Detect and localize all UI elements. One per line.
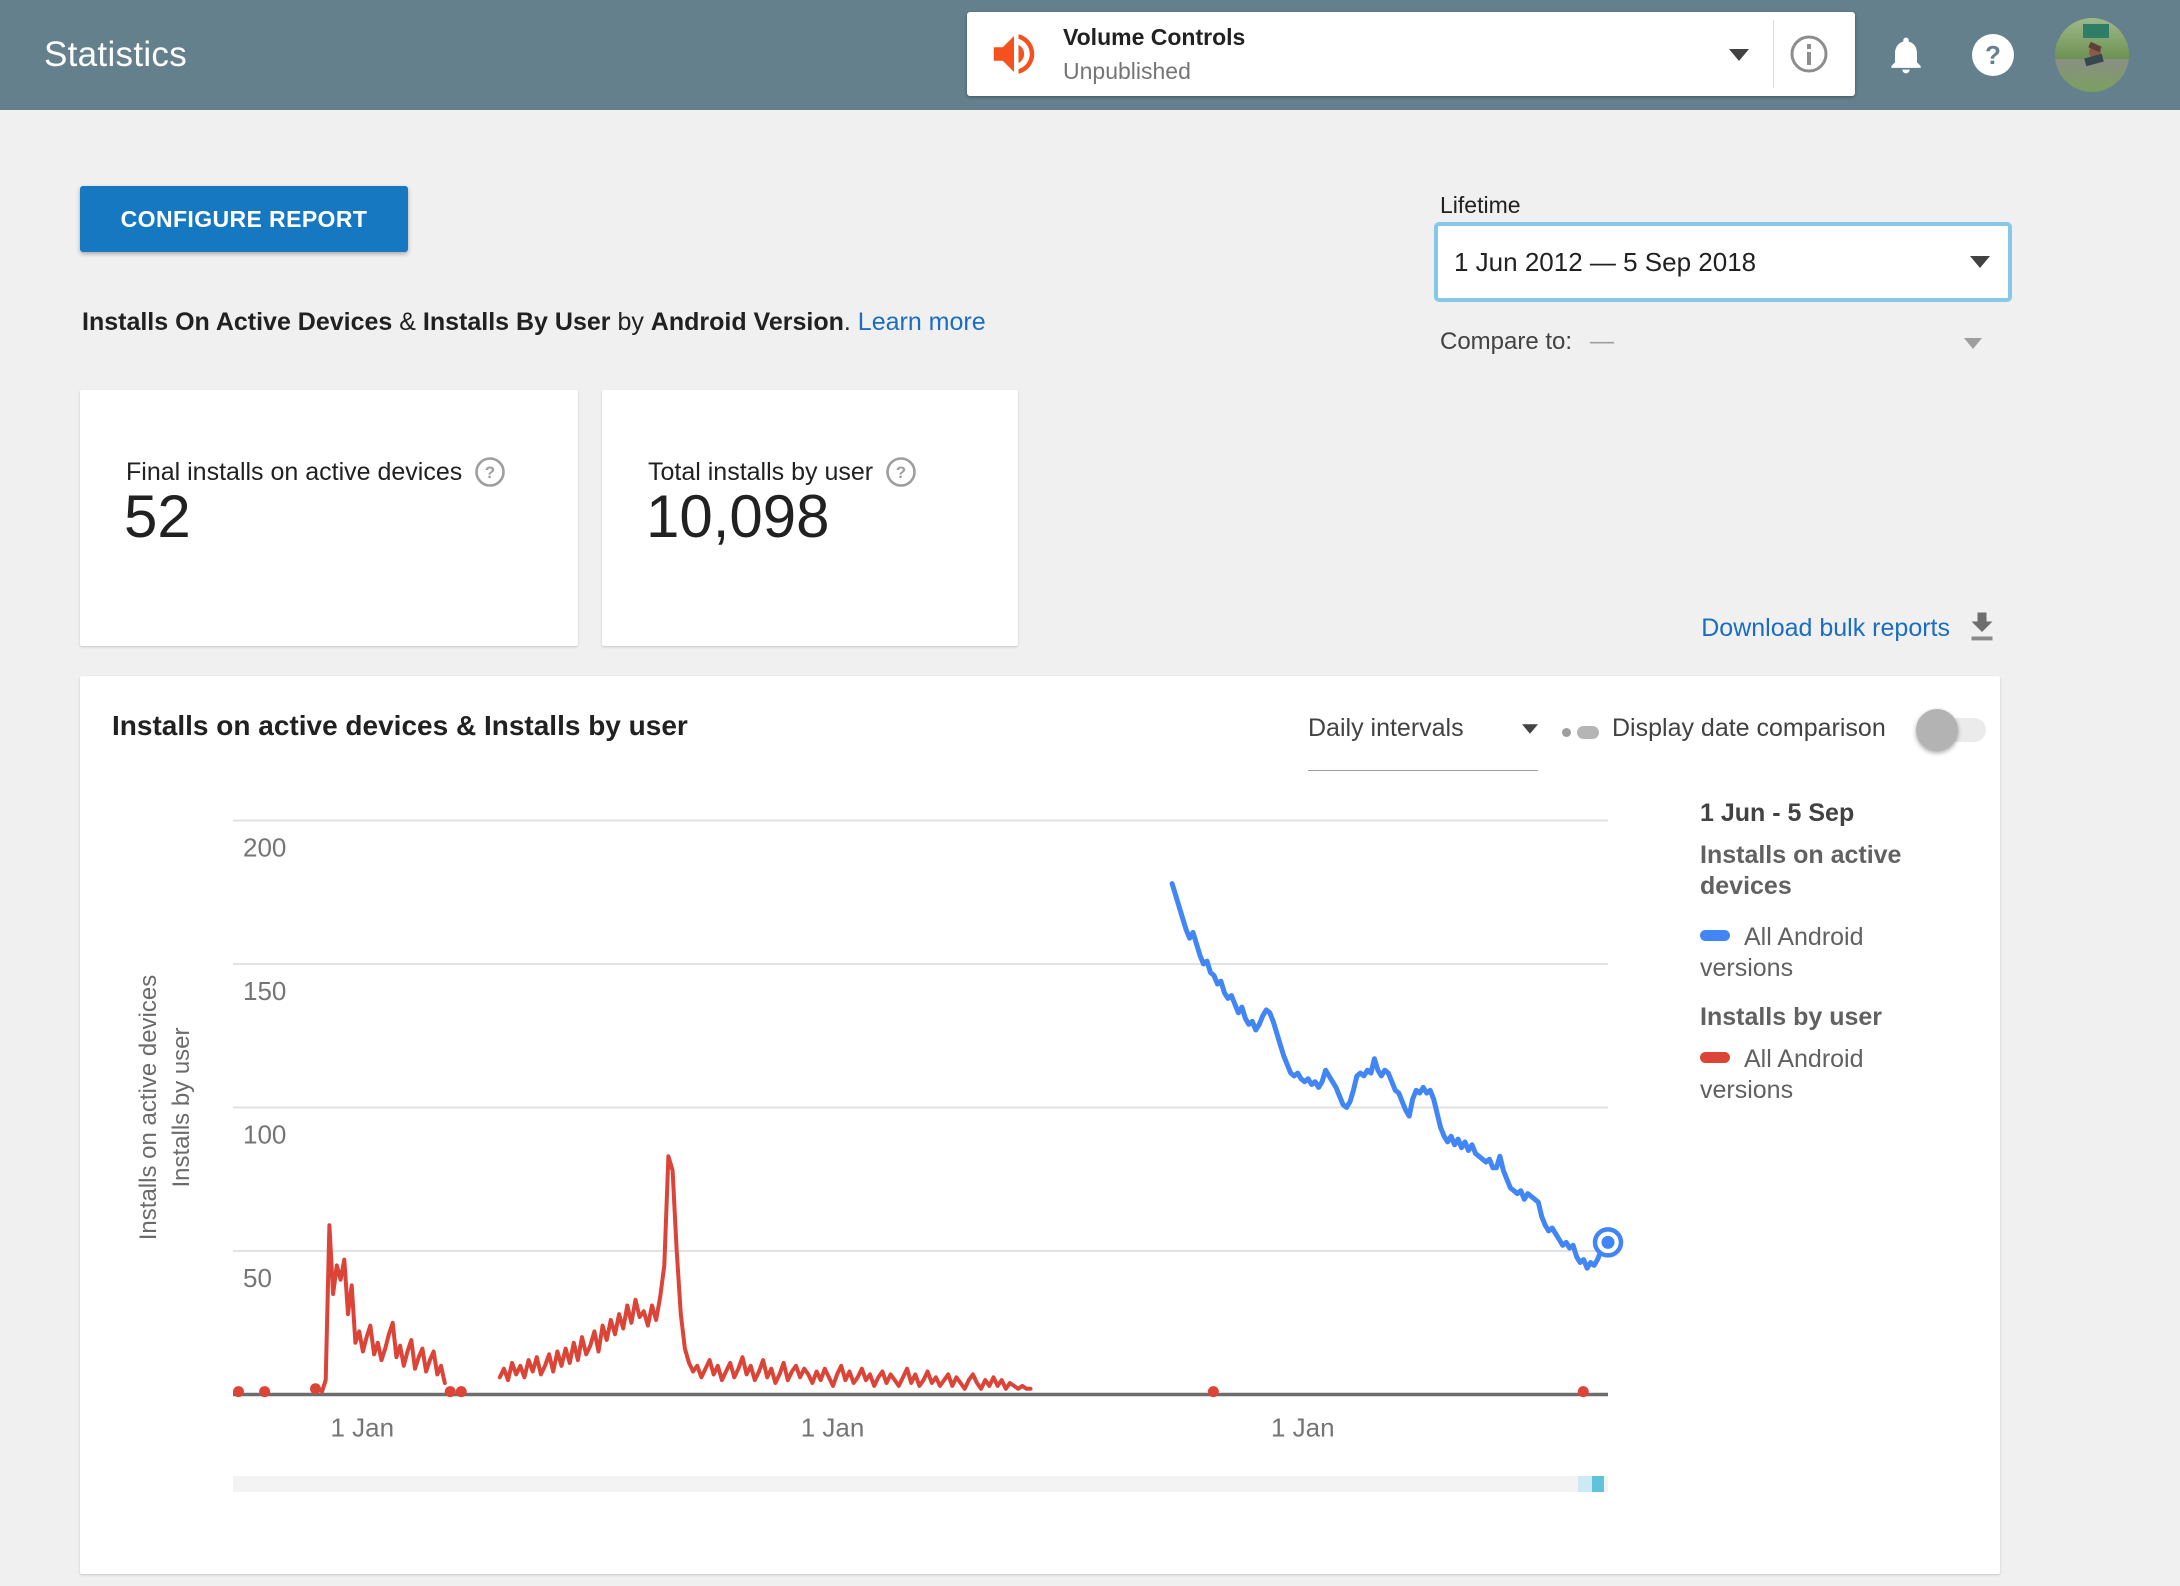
divider: [1773, 20, 1774, 88]
scrollbar-thumb[interactable]: [1592, 1476, 1604, 1492]
volume-speaker-icon: [993, 34, 1035, 74]
app-status: Unpublished: [1063, 58, 1191, 84]
help-circle-icon[interactable]: ?: [474, 456, 506, 488]
date-range-value: 1 Jun 2012 — 5 Sep 2018: [1454, 247, 1757, 277]
heading-dimension: Android Version: [650, 308, 844, 336]
help-circle-icon[interactable]: ?: [885, 456, 917, 488]
heading-metric-1: Installs On Active Devices: [82, 308, 393, 336]
stat-label: Final installs on active devices: [126, 458, 463, 486]
legend-series-active-devices[interactable]: All Android versions: [1700, 923, 1864, 982]
stat-label: Total installs by user: [648, 458, 874, 486]
app-name: Volume Controls: [1063, 24, 1246, 50]
svg-text:50: 50: [243, 1263, 272, 1293]
legend-group-installs-by-user: Installs by user: [1700, 1003, 1883, 1031]
blue-series-swatch: [1700, 930, 1730, 941]
interval-dropdown[interactable]: Daily intervals: [1308, 714, 1540, 743]
compare-value: —: [1590, 328, 1615, 355]
report-heading: Installs On Active Devices & Installs By…: [82, 308, 986, 336]
notifications-bell-icon[interactable]: [1884, 33, 1928, 77]
chevron-down-icon[interactable]: [1729, 49, 1749, 61]
svg-text:Installs by user: Installs by user: [168, 1027, 195, 1187]
date-comparison-toggle[interactable]: [1916, 709, 1986, 751]
svg-text:1 Jan: 1 Jan: [330, 1413, 394, 1443]
legend-group-active-devices: Installs on active devices: [1700, 841, 1902, 900]
legend-period: 1 Jun - 5 Sep: [1700, 799, 1855, 827]
date-comparison-label: Display date comparison: [1612, 714, 1886, 742]
svg-text:100: 100: [243, 1120, 286, 1150]
chart-title: Installs on active devices & Installs by…: [112, 710, 688, 741]
top-bar: Statistics Volume Controls Unpublished ?: [0, 0, 2180, 110]
red-series-swatch: [1700, 1052, 1730, 1063]
app-selector[interactable]: Volume Controls Unpublished: [967, 12, 1855, 96]
stat-card-active-devices: Final installs on active devices? 52: [80, 390, 578, 646]
svg-text:?: ?: [896, 463, 906, 482]
page-title: Statistics: [44, 35, 188, 74]
toggle-knob: [1916, 709, 1958, 751]
svg-text:Installs on active devices: Installs on active devices: [135, 975, 162, 1240]
legend-series-installs-by-user[interactable]: All Android versions: [1700, 1045, 1864, 1104]
stat-value: 52: [124, 483, 191, 550]
svg-text:1 Jan: 1 Jan: [1271, 1413, 1335, 1443]
scrollbar-thumb[interactable]: [1578, 1476, 1592, 1492]
installs-line-chart[interactable]: 50 100 150 200 1 Jan 1 Jan 1 Jan Installs on ac…: [80, 676, 2000, 1574]
configure-report-button[interactable]: CONFIGURE REPORT: [80, 186, 408, 252]
date-range-select[interactable]: 1 Jun 2012 — 5 Sep 2018: [1434, 222, 2012, 302]
help-icon[interactable]: ?: [1971, 33, 2015, 77]
stat-card-installs-by-user: Total installs by user? 10,098: [602, 390, 1018, 646]
svg-text:150: 150: [243, 976, 286, 1006]
heading-metric-2: Installs By User: [422, 308, 611, 336]
svg-text:1 Jan: 1 Jan: [801, 1413, 865, 1443]
lifetime-label: Lifetime: [1440, 192, 1521, 218]
info-icon[interactable]: [1787, 32, 1831, 76]
avatar[interactable]: [2055, 18, 2129, 92]
compare-to-select[interactable]: Compare to: —: [1440, 328, 2000, 362]
compare-label: Compare to:: [1440, 328, 1573, 355]
svg-text:?: ?: [485, 463, 495, 482]
svg-text:200: 200: [243, 833, 286, 863]
download-icon: [1971, 612, 1993, 641]
download-bulk-reports-link[interactable]: Download bulk reports: [1600, 606, 2000, 654]
chart-horizontal-scrollbar[interactable]: [233, 1476, 1608, 1492]
stat-value: 10,098: [646, 483, 830, 550]
chevron-down-icon: [1964, 338, 1982, 349]
chart-card: Installs on active devices & Installs by…: [80, 676, 2000, 1574]
dropdown-underline: [1308, 770, 1538, 771]
svg-text:?: ?: [1985, 40, 2001, 70]
learn-more-link[interactable]: Learn more: [857, 308, 986, 336]
chevron-down-icon: [1522, 724, 1538, 734]
chevron-down-icon: [1970, 256, 1990, 268]
date-comparison-icon: [1562, 724, 1604, 740]
